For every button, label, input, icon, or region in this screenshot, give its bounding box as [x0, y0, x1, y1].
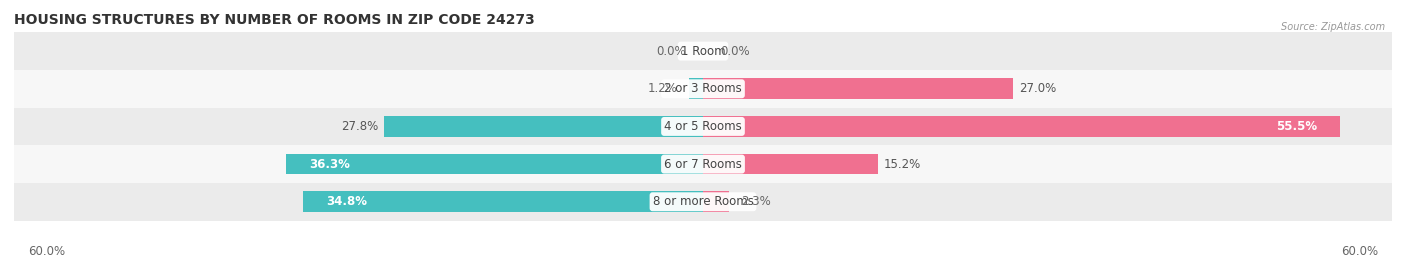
Text: 4 or 5 Rooms: 4 or 5 Rooms — [664, 120, 742, 133]
Legend: Owner-occupied, Renter-occupied: Owner-occupied, Renter-occupied — [574, 264, 832, 269]
Text: 8 or more Rooms: 8 or more Rooms — [652, 195, 754, 208]
Text: 60.0%: 60.0% — [28, 245, 65, 258]
Bar — [14, 108, 1392, 145]
Text: 1 Room: 1 Room — [681, 45, 725, 58]
Bar — [304, 192, 703, 212]
Text: HOUSING STRUCTURES BY NUMBER OF ROOMS IN ZIP CODE 24273: HOUSING STRUCTURES BY NUMBER OF ROOMS IN… — [14, 13, 534, 27]
Text: 0.0%: 0.0% — [657, 45, 686, 58]
Bar — [689, 79, 703, 99]
Text: 60.0%: 60.0% — [1341, 245, 1378, 258]
Text: Source: ZipAtlas.com: Source: ZipAtlas.com — [1281, 22, 1385, 31]
Bar — [703, 79, 1012, 99]
Text: 27.0%: 27.0% — [1019, 82, 1056, 95]
Text: 15.2%: 15.2% — [883, 158, 921, 171]
Text: 34.8%: 34.8% — [326, 195, 367, 208]
Text: 27.8%: 27.8% — [340, 120, 378, 133]
Bar — [703, 154, 877, 174]
Bar — [703, 116, 1340, 137]
Bar — [14, 145, 1392, 183]
Text: 55.5%: 55.5% — [1277, 120, 1317, 133]
Text: 2 or 3 Rooms: 2 or 3 Rooms — [664, 82, 742, 95]
Text: 6 or 7 Rooms: 6 or 7 Rooms — [664, 158, 742, 171]
Bar — [14, 183, 1392, 221]
Text: 0.0%: 0.0% — [720, 45, 749, 58]
Text: 2.3%: 2.3% — [741, 195, 770, 208]
Text: 36.3%: 36.3% — [309, 158, 350, 171]
Bar — [384, 116, 703, 137]
Bar — [287, 154, 703, 174]
Text: 1.2%: 1.2% — [648, 82, 678, 95]
Bar — [14, 70, 1392, 108]
Bar — [14, 32, 1392, 70]
Bar — [703, 192, 730, 212]
